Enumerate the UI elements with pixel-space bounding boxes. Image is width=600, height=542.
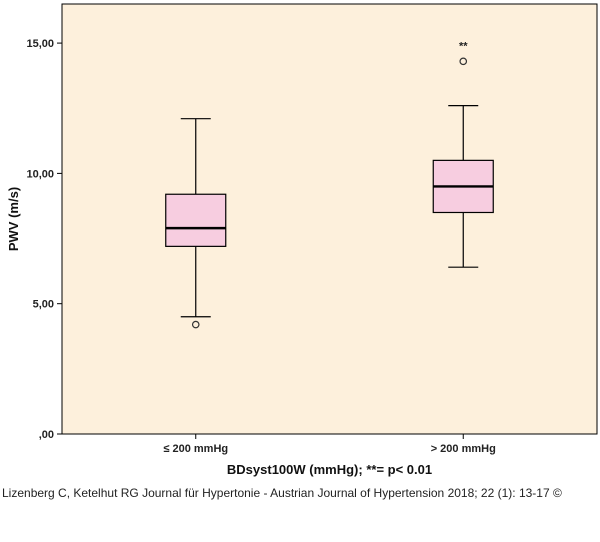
significance-annotation: ** <box>459 40 468 52</box>
x-axis-label: BDsyst100W (mmHg); **= p< 0.01 <box>227 462 432 477</box>
source-caption: Lizenberg C, Ketelhut RG Journal für Hyp… <box>2 486 562 500</box>
box-plot-chart: ,00 5,00 10,00 15,00 ≤ 200 mmHg > 200 mmHg *… <box>6 3 598 477</box>
y-tick-label: ,00 <box>39 429 54 441</box>
plot-area <box>61 3 598 435</box>
x-tick-label: > 200 mmHg <box>431 443 496 455</box>
boxes: ** <box>165 40 494 329</box>
x-axis: ≤ 200 mmHg > 200 mmHg <box>163 434 496 455</box>
y-tick-label: 10,00 <box>26 168 54 180</box>
y-tick-label: 5,00 <box>33 299 54 311</box>
box-group <box>165 118 227 329</box>
iqr-box <box>165 193 227 247</box>
y-axis: ,00 5,00 10,00 15,00 <box>26 38 62 441</box>
outlier-point <box>191 320 200 329</box>
box-group: ** <box>432 40 494 268</box>
x-tick-label: ≤ 200 mmHg <box>163 443 228 455</box>
y-axis-label: PWV (m/s) <box>6 187 21 251</box>
y-tick-label: 15,00 <box>26 38 54 50</box>
outlier-point <box>459 57 468 66</box>
